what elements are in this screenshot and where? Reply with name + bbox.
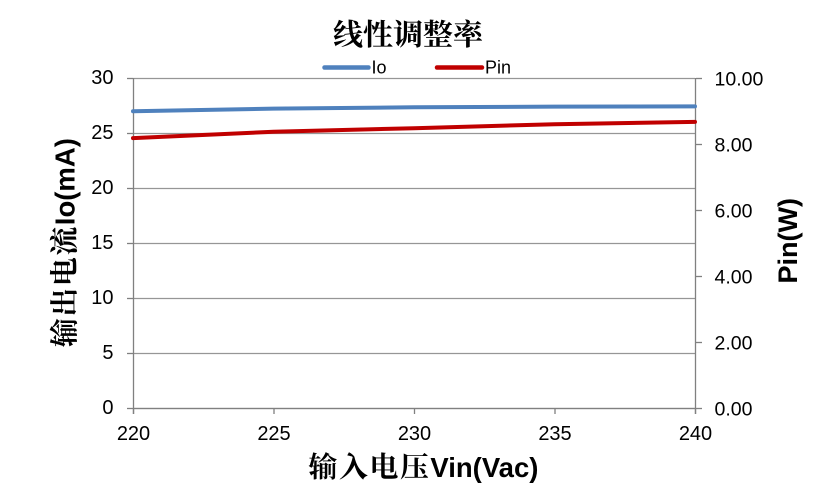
svg-text:10.00: 10.00 <box>715 69 764 91</box>
svg-text:2.00: 2.00 <box>715 333 753 355</box>
svg-text:6.00: 6.00 <box>715 201 753 223</box>
svg-text:15: 15 <box>91 232 113 254</box>
svg-text:Vin(Vac): Vin(Vac) <box>430 452 538 483</box>
svg-text:225: 225 <box>257 423 290 445</box>
svg-text:8.00: 8.00 <box>715 135 753 157</box>
svg-text:220: 220 <box>117 423 150 445</box>
svg-text:Io(mA): Io(mA) <box>50 138 81 225</box>
svg-text:20: 20 <box>91 177 113 199</box>
svg-text:235: 235 <box>538 423 571 445</box>
svg-text:Pin: Pin <box>485 58 511 78</box>
svg-text:30: 30 <box>91 67 113 89</box>
svg-text:0: 0 <box>102 397 113 419</box>
svg-text:Pin(W): Pin(W) <box>773 198 803 283</box>
svg-text:Io: Io <box>372 58 387 78</box>
svg-text:25: 25 <box>91 122 113 144</box>
svg-text:5: 5 <box>102 342 113 364</box>
svg-text:230: 230 <box>398 423 431 445</box>
svg-text:240: 240 <box>679 423 712 445</box>
svg-text:10: 10 <box>91 287 113 309</box>
svg-text:4.00: 4.00 <box>715 267 753 289</box>
svg-text:0.00: 0.00 <box>715 399 753 421</box>
